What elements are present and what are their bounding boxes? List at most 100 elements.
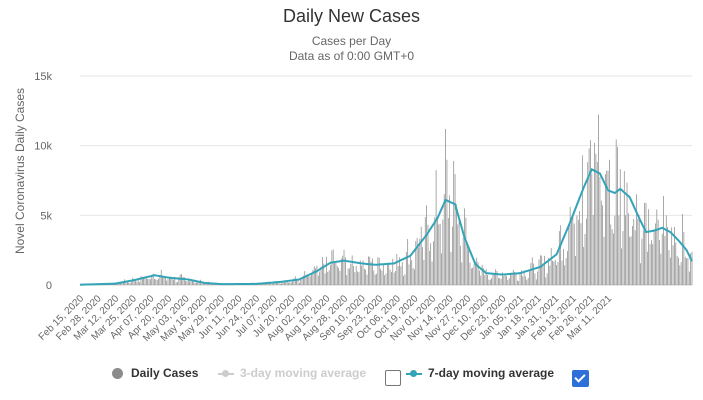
daily-case-bar[interactable]	[358, 272, 360, 285]
daily-case-bar[interactable]	[655, 223, 656, 285]
daily-case-bar[interactable]	[366, 274, 368, 285]
daily-case-bar[interactable]	[155, 279, 157, 285]
daily-case-bar[interactable]	[405, 252, 407, 285]
daily-case-bar[interactable]	[338, 268, 339, 285]
daily-case-bar[interactable]	[615, 139, 617, 285]
daily-case-bar[interactable]	[408, 264, 410, 285]
daily-case-bar[interactable]	[439, 223, 441, 285]
daily-case-bar[interactable]	[206, 283, 208, 285]
daily-case-bar[interactable]	[317, 275, 319, 285]
daily-case-bar[interactable]	[676, 255, 678, 285]
daily-case-bar[interactable]	[648, 209, 650, 285]
daily-case-bar[interactable]	[189, 281, 191, 285]
daily-case-bar[interactable]	[438, 224, 440, 285]
daily-case-bar[interactable]	[378, 257, 380, 285]
daily-case-bar[interactable]	[550, 248, 552, 285]
daily-case-bar[interactable]	[672, 245, 674, 285]
daily-case-bar[interactable]	[346, 275, 348, 285]
daily-case-bar[interactable]	[603, 236, 605, 285]
daily-case-bar[interactable]	[526, 279, 528, 285]
daily-case-bar[interactable]	[125, 281, 127, 285]
daily-case-bar[interactable]	[297, 279, 299, 285]
daily-case-bar[interactable]	[198, 281, 200, 285]
daily-case-bar[interactable]	[671, 227, 673, 285]
daily-case-bar[interactable]	[168, 278, 170, 285]
daily-case-bar[interactable]	[437, 218, 438, 285]
daily-case-bar[interactable]	[171, 278, 173, 285]
daily-case-bar[interactable]	[435, 170, 437, 285]
daily-case-bar[interactable]	[354, 272, 356, 285]
daily-case-bar[interactable]	[370, 261, 372, 285]
daily-case-bar[interactable]	[453, 160, 455, 285]
daily-case-bar[interactable]	[332, 249, 334, 285]
daily-case-bar[interactable]	[506, 276, 507, 285]
daily-case-bar[interactable]	[430, 243, 432, 285]
daily-case-bar[interactable]	[399, 257, 400, 285]
daily-case-bar[interactable]	[495, 269, 497, 285]
daily-case-bar[interactable]	[143, 278, 145, 285]
daily-case-bar[interactable]	[340, 258, 342, 285]
daily-case-bar[interactable]	[686, 258, 687, 285]
daily-case-bar[interactable]	[361, 265, 363, 285]
daily-case-bar[interactable]	[164, 277, 166, 285]
daily-case-bar[interactable]	[369, 256, 371, 285]
daily-case-bar[interactable]	[637, 218, 639, 285]
daily-case-bar[interactable]	[401, 262, 403, 285]
daily-case-bar[interactable]	[186, 281, 188, 285]
daily-case-bar[interactable]	[573, 223, 575, 285]
daily-case-bar[interactable]	[642, 230, 644, 285]
daily-case-bar[interactable]	[187, 279, 189, 285]
daily-case-bar[interactable]	[577, 219, 579, 285]
daily-case-bar[interactable]	[607, 170, 609, 285]
daily-case-bar[interactable]	[128, 282, 130, 285]
daily-case-bar[interactable]	[606, 170, 608, 285]
daily-case-bar[interactable]	[493, 272, 495, 285]
daily-case-bar[interactable]	[347, 268, 349, 285]
daily-case-bar[interactable]	[591, 173, 593, 285]
daily-case-bar[interactable]	[422, 247, 423, 285]
daily-case-bar[interactable]	[645, 202, 647, 285]
daily-case-bar[interactable]	[301, 277, 303, 285]
daily-case-bar[interactable]	[386, 263, 388, 285]
daily-case-bar[interactable]	[270, 283, 272, 285]
daily-case-bar[interactable]	[653, 229, 655, 285]
daily-case-bar[interactable]	[483, 268, 484, 285]
daily-case-bar[interactable]	[579, 211, 580, 285]
daily-case-bar[interactable]	[282, 282, 284, 285]
daily-case-bar[interactable]	[298, 282, 300, 285]
daily-case-bar[interactable]	[565, 258, 567, 285]
daily-case-bar[interactable]	[633, 218, 635, 285]
daily-case-bar[interactable]	[687, 258, 689, 285]
daily-case-bar[interactable]	[148, 279, 150, 285]
daily-case-bar[interactable]	[391, 272, 392, 285]
daily-case-bar[interactable]	[334, 262, 335, 285]
legend-7-day-average[interactable]: 7-day moving average	[406, 366, 554, 380]
daily-case-bar[interactable]	[313, 266, 315, 285]
daily-case-bar[interactable]	[395, 271, 396, 285]
daily-case-bar[interactable]	[350, 263, 352, 285]
daily-case-bar[interactable]	[266, 283, 268, 285]
daily-case-bar[interactable]	[667, 227, 669, 285]
daily-case-bar[interactable]	[451, 226, 453, 285]
daily-case-bar[interactable]	[121, 282, 123, 285]
daily-case-bar[interactable]	[595, 153, 597, 285]
daily-case-bar[interactable]	[205, 283, 207, 285]
daily-case-bar[interactable]	[561, 260, 563, 285]
daily-case-bar[interactable]	[381, 270, 383, 285]
daily-case-bar[interactable]	[629, 236, 631, 285]
daily-case-bar[interactable]	[178, 277, 180, 285]
daily-case-bar[interactable]	[215, 284, 216, 285]
daily-case-bar[interactable]	[131, 281, 132, 285]
daily-case-bar[interactable]	[588, 148, 590, 285]
daily-case-bar[interactable]	[193, 281, 195, 285]
daily-case-bar[interactable]	[535, 279, 537, 285]
daily-case-bar[interactable]	[665, 215, 667, 285]
daily-case-bar[interactable]	[468, 246, 469, 285]
daily-case-bar[interactable]	[622, 231, 624, 285]
daily-case-bar[interactable]	[613, 233, 614, 285]
daily-case-bar[interactable]	[682, 213, 683, 285]
daily-case-bar[interactable]	[414, 269, 415, 285]
daily-case-bar[interactable]	[434, 217, 436, 285]
daily-case-bar[interactable]	[424, 217, 426, 285]
daily-case-bar[interactable]	[326, 256, 327, 285]
